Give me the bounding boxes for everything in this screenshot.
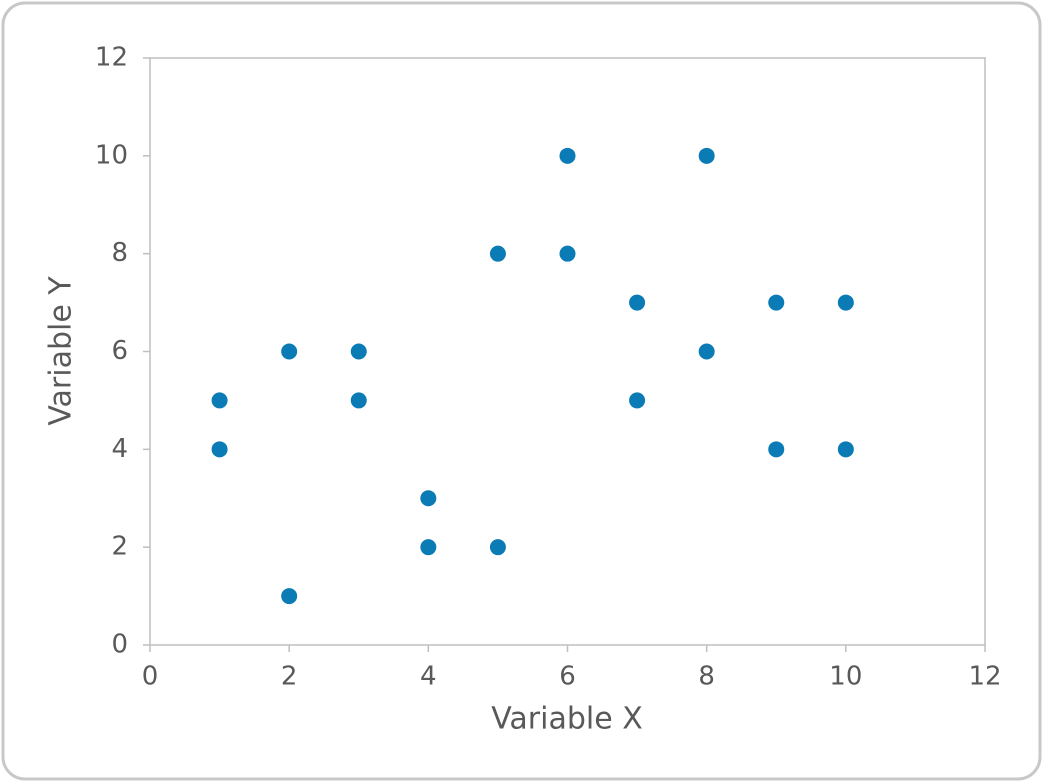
point [559,245,576,262]
y-tick-label: 6 [111,336,128,366]
y-tick-label: 4 [111,434,128,464]
point [281,343,298,360]
point [837,294,854,311]
point [281,588,298,605]
point [629,294,646,311]
x-axis-title: Variable X [491,702,643,737]
point [489,539,506,556]
x-tick-label: 6 [559,662,576,692]
point [698,147,715,164]
point [420,490,437,507]
x-tick-label: 4 [420,662,437,692]
y-tick-label: 2 [111,532,128,562]
x-tick-label: 8 [698,662,715,692]
y-tick-label: 12 [95,43,128,73]
y-tick-label: 10 [95,140,128,170]
x-tick-label: 2 [281,662,298,692]
x-tick-label: 10 [829,662,862,692]
x-tick-label: 12 [968,662,1001,692]
point [350,392,367,409]
point [211,441,228,458]
x-tick-label: 0 [142,662,159,692]
point [768,294,785,311]
point [350,343,367,360]
point [698,343,715,360]
point [211,392,228,409]
point [768,441,785,458]
point [559,147,576,164]
point [420,539,437,556]
point [489,245,506,262]
y-tick-label: 8 [111,238,128,268]
point [629,392,646,409]
point [837,441,854,458]
y-axis-title: Variable Y [44,276,79,426]
y-tick-label: 0 [111,630,128,660]
